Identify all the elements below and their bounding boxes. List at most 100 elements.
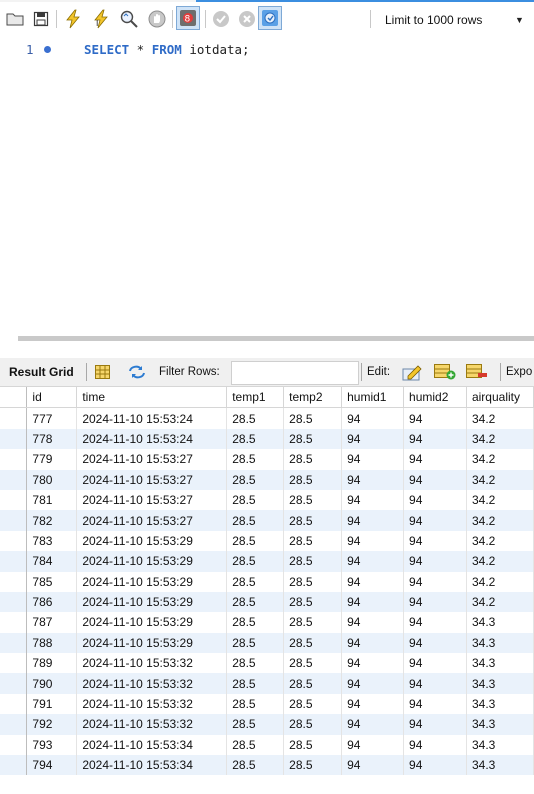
cell-humid2[interactable]: 94 [403,612,467,633]
cell-temp2[interactable]: 28.5 [283,428,343,450]
table-row[interactable]: 779 2024-11-10 15:53:27 28.5 28.5 94 94 34.2 [0,449,534,470]
insert-row-icon[interactable] [434,364,456,380]
cell-temp1[interactable]: 28.5 [226,755,285,776]
cell-humid1[interactable]: 94 [341,653,405,674]
cell-humid2[interactable]: 94 [403,449,467,470]
commit-icon[interactable] [210,8,232,30]
cell-time[interactable]: 2024-11-10 15:53:29 [76,551,228,572]
row-selector[interactable] [0,734,28,756]
cell-id[interactable]: 793 [26,734,78,756]
cell-airquality[interactable]: 34.2 [466,551,534,572]
cell-humid1[interactable]: 94 [341,510,405,531]
cell-temp1[interactable]: 28.5 [226,571,285,592]
cell-humid1[interactable]: 94 [341,469,405,490]
stop-icon[interactable] [146,8,168,30]
row-selector[interactable] [0,755,28,776]
cell-airquality[interactable]: 34.2 [466,428,534,450]
cell-temp2[interactable]: 28.5 [283,653,343,674]
table-row[interactable]: 782 2024-11-10 15:53:27 28.5 28.5 94 94 34.2 [0,510,534,531]
cell-humid2[interactable]: 94 [403,428,467,450]
cell-temp1[interactable]: 28.5 [226,591,285,613]
cell-id[interactable]: 791 [26,693,78,715]
cell-id[interactable]: 789 [26,653,78,674]
cell-temp1[interactable]: 28.5 [226,612,285,633]
save-icon[interactable] [30,8,52,30]
cell-temp1[interactable]: 28.5 [226,673,285,694]
cell-id[interactable]: 786 [26,591,78,613]
cell-airquality[interactable]: 34.3 [466,632,534,654]
refresh-icon[interactable] [128,365,146,379]
cell-airquality[interactable]: 34.2 [466,571,534,592]
row-selector[interactable] [0,489,28,511]
cell-humid2[interactable]: 94 [403,407,467,429]
cell-time[interactable]: 2024-11-10 15:53:24 [76,428,228,450]
cell-humid1[interactable]: 94 [341,693,405,715]
cell-time[interactable]: 2024-11-10 15:53:29 [76,632,228,654]
cell-airquality[interactable]: 34.2 [466,530,534,552]
row-selector[interactable] [0,714,28,735]
cell-temp1[interactable]: 28.5 [226,489,285,511]
cell-id[interactable]: 780 [26,469,78,490]
table-row[interactable]: 785 2024-11-10 15:53:29 28.5 28.5 94 94 34.2 [0,571,534,592]
table-row[interactable]: 791 2024-11-10 15:53:32 28.5 28.5 94 94 34.3 [0,693,534,715]
column-header-airquality[interactable]: airquality [466,387,534,409]
cell-temp2[interactable]: 28.5 [283,693,343,715]
row-selector[interactable] [0,551,28,572]
cell-temp1[interactable]: 28.5 [226,469,285,490]
cell-airquality[interactable]: 34.3 [466,673,534,694]
cell-temp1[interactable]: 28.5 [226,449,285,470]
cell-id[interactable]: 792 [26,714,78,735]
row-selector[interactable] [0,571,28,592]
cell-time[interactable]: 2024-11-10 15:53:29 [76,571,228,592]
cell-id[interactable]: 787 [26,612,78,633]
cell-humid1[interactable]: 94 [341,428,405,450]
cell-humid1[interactable]: 94 [341,734,405,756]
table-row[interactable]: 789 2024-11-10 15:53:32 28.5 28.5 94 94 34.3 [0,653,534,674]
cell-id[interactable]: 788 [26,632,78,654]
delete-row-icon[interactable] [466,364,488,380]
cell-time[interactable]: 2024-11-10 15:53:29 [76,612,228,633]
filter-rows-input[interactable] [231,361,359,385]
cell-temp2[interactable]: 28.5 [283,530,343,552]
result-grid[interactable]: id time temp1 temp2 humid1 humid2 airqua… [0,387,534,794]
cell-humid2[interactable]: 94 [403,632,467,654]
cell-temp1[interactable]: 28.5 [226,714,285,735]
cell-airquality[interactable]: 34.2 [466,469,534,490]
cell-humid2[interactable]: 94 [403,469,467,490]
table-row[interactable]: 786 2024-11-10 15:53:29 28.5 28.5 94 94 34.2 [0,591,534,613]
table-row[interactable]: 781 2024-11-10 15:53:27 28.5 28.5 94 94 34.2 [0,489,534,511]
cell-temp2[interactable]: 28.5 [283,673,343,694]
cell-time[interactable]: 2024-11-10 15:53:32 [76,653,228,674]
cell-humid1[interactable]: 94 [341,551,405,572]
cell-airquality[interactable]: 34.3 [466,734,534,756]
column-header-humid1[interactable]: humid1 [341,387,405,409]
cell-temp2[interactable]: 28.5 [283,714,343,735]
cell-temp2[interactable]: 28.5 [283,755,343,776]
cell-time[interactable]: 2024-11-10 15:53:29 [76,591,228,613]
table-row[interactable]: 788 2024-11-10 15:53:29 28.5 28.5 94 94 34.3 [0,632,534,654]
row-selector[interactable] [0,407,28,429]
cell-time[interactable]: 2024-11-10 15:53:34 [76,755,228,776]
row-selector[interactable] [0,612,28,633]
cell-time[interactable]: 2024-11-10 15:53:32 [76,673,228,694]
result-grid-tab[interactable]: Result Grid [9,365,74,379]
cell-temp1[interactable]: 28.5 [226,510,285,531]
cell-humid1[interactable]: 94 [341,612,405,633]
cell-temp2[interactable]: 28.5 [283,571,343,592]
cell-temp1[interactable]: 28.5 [226,428,285,450]
cell-temp1[interactable]: 28.5 [226,693,285,715]
cell-time[interactable]: 2024-11-10 15:53:29 [76,530,228,552]
cell-temp2[interactable]: 28.5 [283,734,343,756]
cell-temp2[interactable]: 28.5 [283,489,343,511]
cell-airquality[interactable]: 34.3 [466,653,534,674]
column-header-time[interactable]: time [76,387,228,409]
cell-humid2[interactable]: 94 [403,510,467,531]
cell-temp2[interactable]: 28.5 [283,612,343,633]
row-selector[interactable] [0,693,28,715]
cell-humid2[interactable]: 94 [403,653,467,674]
toggle-error-icon[interactable]: 8 [176,6,200,30]
cell-temp1[interactable]: 28.5 [226,734,285,756]
cell-temp2[interactable]: 28.5 [283,632,343,654]
cell-humid1[interactable]: 94 [341,673,405,694]
cell-humid2[interactable]: 94 [403,755,467,776]
